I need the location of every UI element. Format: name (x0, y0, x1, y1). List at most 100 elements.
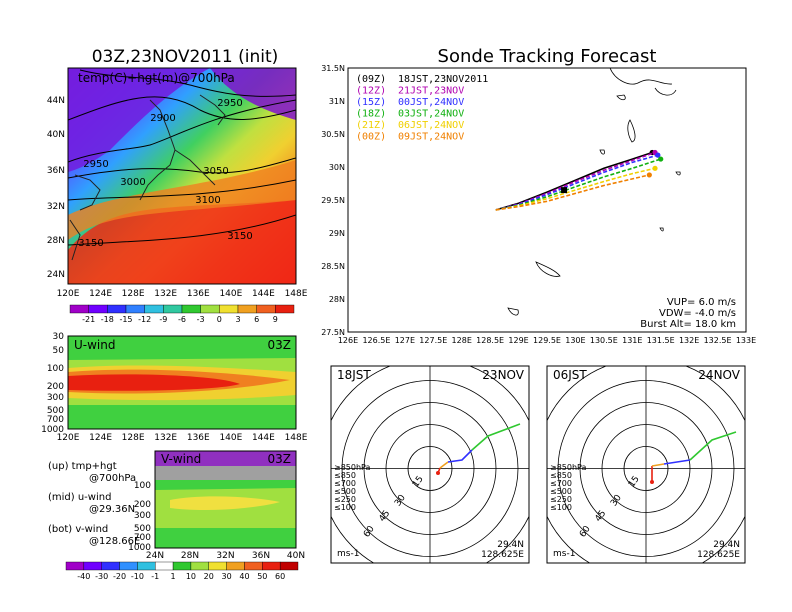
polar-unit: ms-1 (337, 549, 359, 559)
lon-tick: 120E (57, 289, 80, 299)
level-label: ≤100 (334, 503, 356, 512)
colorbar-swatch (144, 304, 164, 314)
colorbar-swatch (181, 304, 201, 314)
lon-tick: 132E (154, 289, 177, 299)
uwind-time: 03Z (268, 338, 292, 352)
uwind-ytick: 50 (53, 346, 65, 356)
colorbar-swatch (244, 561, 263, 571)
map-label: temp(C)+hgt(m)@700hPa (78, 71, 235, 85)
track-endpoint (658, 156, 664, 162)
uwind-ytick: 200 (47, 382, 64, 392)
uwind-ytick: 500 (47, 406, 64, 416)
polar-lat: 29.4N (713, 540, 740, 550)
wind-colorbar: -40 -30 -20 -10 -1 1 10 20 30 40 50 60 (65, 561, 299, 581)
lon-tick: 148E (285, 289, 308, 299)
track-xtick: 130.5E (590, 336, 618, 345)
uwind-xtick: 124E (89, 433, 112, 443)
vwind-ytick: 1000 (128, 543, 151, 553)
track-ytick: 30N (329, 163, 345, 172)
legend-line: (up) tmp+hgt (48, 461, 117, 472)
hodograph-origin (436, 471, 440, 475)
level-label: ≥850hPa (334, 463, 371, 472)
contour-label: 3150 (78, 238, 103, 249)
uwind-xtick: 140E (219, 433, 242, 443)
track-ytick: 31N (329, 97, 345, 106)
contour-label: 2900 (150, 113, 175, 124)
track-line (495, 151, 656, 211)
colorbar-swatch (119, 561, 138, 571)
polar-time: 18JST (337, 368, 371, 382)
temp-height-map: temp(C)+hgt(m)@700hPa 2950 2900 2950 300… (47, 67, 308, 299)
track-ytick: 31.5N (321, 64, 345, 73)
colorbar-swatch (101, 561, 120, 571)
polar-date: 24NOV (698, 368, 740, 382)
colorbar-tick: -20 (113, 572, 126, 581)
contour-label: 3050 (203, 166, 228, 177)
lon-tick: 124E (89, 289, 112, 299)
colorbar-tick: 3 (235, 315, 240, 324)
lon-tick: 144E (252, 289, 275, 299)
uwind-ytick: 700 (47, 415, 64, 425)
lat-tick: 40N (47, 130, 65, 140)
burst-marker (561, 187, 568, 194)
vwind-panel: V-wind 03Z 100 200 300 500 700 1000 24N … (128, 450, 305, 561)
colorbar-tick: 50 (257, 572, 267, 581)
uwind-ytick: 300 (47, 393, 64, 403)
temp-colorbar: -21 -18 -15 -12 -9 -6 -3 0 3 6 9 (69, 304, 295, 324)
polar-time: 06JST (553, 368, 587, 382)
colorbar-tick: 60 (275, 572, 285, 581)
colorbar-tick: -21 (82, 315, 95, 324)
colorbar-swatch (279, 561, 299, 571)
colorbar-swatch (237, 304, 257, 314)
lat-tick: 44N (47, 96, 65, 106)
track-xtick: 132.5E (704, 336, 732, 345)
contour-label: 2950 (83, 159, 108, 170)
colorbar-tick: -30 (95, 572, 108, 581)
level-label: ≤100 (550, 503, 572, 512)
uwind-ytick: 1000 (41, 425, 64, 435)
track-ytick: 28N (329, 295, 345, 304)
track-line (495, 174, 650, 211)
vwind-xtick: 36N (252, 551, 270, 561)
colorbar-swatch (163, 304, 183, 314)
vwind-xtick: 40N (287, 551, 305, 561)
colorbar-tick: -12 (138, 315, 151, 324)
polar-date: 23NOV (482, 368, 524, 382)
polar-lon: 128.625E (697, 550, 740, 560)
colorbar-swatch (65, 561, 85, 571)
polar-lon: 128.625E (481, 550, 524, 560)
uwind-panel: U-wind 03Z 30 50 100 200 300 500 700 100… (41, 332, 308, 443)
legend-line: @700hPa (89, 473, 136, 484)
colorbar-tick: 30 (222, 572, 232, 581)
track-xtick: 132E (679, 336, 699, 345)
track-legend-code: (15Z) (356, 97, 386, 108)
level-label: ≤500 (550, 487, 572, 496)
polar-unit: ms-1 (553, 549, 575, 559)
level-label: ≤500 (334, 487, 356, 496)
track-xtick: 127.5E (419, 336, 447, 345)
contour-label: 3000 (120, 177, 145, 188)
track-ytick: 29N (329, 229, 345, 238)
track-legend-text: 18JST,23NOV2011 (398, 74, 488, 85)
hodograph-segment (663, 459, 691, 465)
vwind-time: 03Z (268, 452, 292, 466)
param-vdw: VDW= -4.0 m/s (659, 308, 736, 319)
colorbar-swatch (262, 561, 281, 571)
colorbar-tick: 0 (217, 315, 222, 324)
lat-tick: 28N (47, 236, 65, 246)
colorbar-swatch (155, 561, 174, 571)
uwind-xtick: 120E (57, 433, 80, 443)
legend-line: @29.36N (89, 504, 135, 515)
vwind-ytick: 100 (134, 481, 151, 491)
track-legend-text: 00JST,24NOV (398, 97, 464, 108)
level-label: ≤250 (550, 495, 572, 504)
level-label: ≤850 (334, 471, 356, 480)
colorbar-tick: 1 (171, 572, 176, 581)
panel-legend: (up) tmp+hgt @700hPa (mid) u-wind @29.36… (48, 461, 140, 547)
vwind-label: V-wind (161, 452, 201, 466)
vwind-xtick: 32N (216, 551, 234, 561)
track-legend-text: 09JST,24NOV (398, 132, 464, 143)
uwind-ytick: 100 (47, 364, 64, 374)
